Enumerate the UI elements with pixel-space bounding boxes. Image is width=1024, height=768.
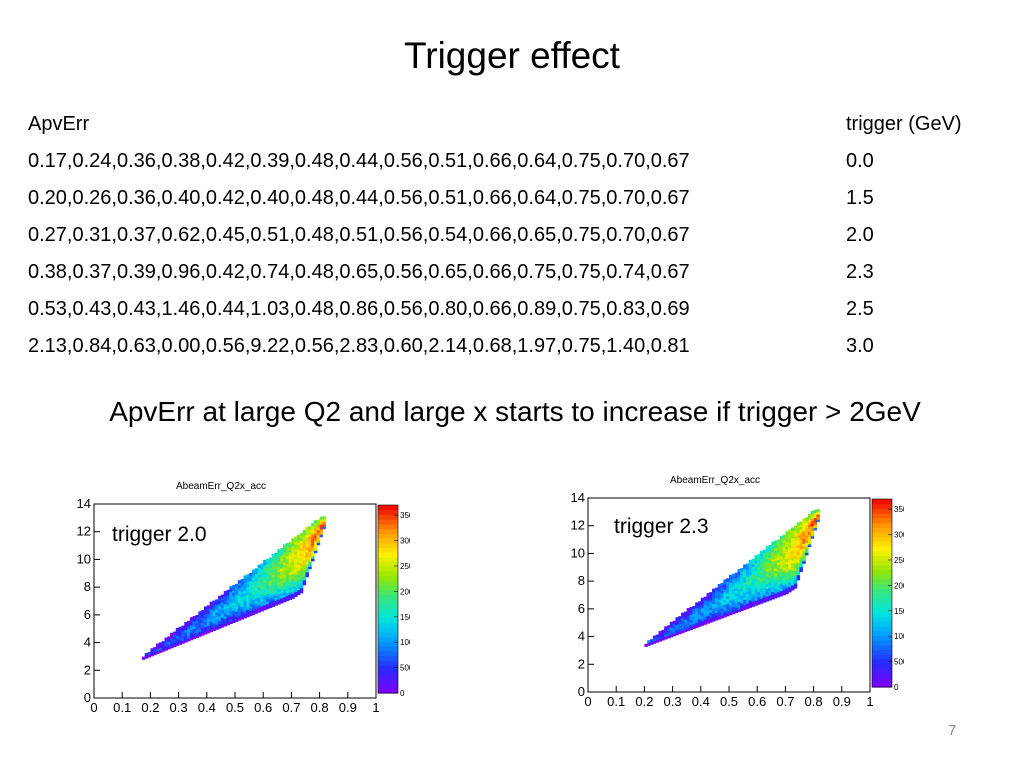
x-tick-label: 0.4: [692, 694, 710, 706]
x-tick-label: 1: [866, 694, 873, 706]
trigger-value: 3.0: [846, 335, 874, 357]
colorbar-tick-label: 3500: [894, 505, 904, 514]
table-body: 0.17,0.24,0.36,0.38,0.42,0.39,0.48,0.44,…: [28, 149, 998, 371]
x-tick-label: 0.3: [170, 700, 188, 712]
x-tick-label: 0.5: [720, 694, 738, 706]
page-number: 7: [948, 722, 957, 739]
trigger-value: 2.3: [846, 261, 874, 283]
y-tick-label: 10: [571, 545, 585, 560]
y-tick-label: 4: [84, 635, 91, 650]
colorbar-tick-label: 2000: [894, 581, 904, 590]
colorbar-tick-label: 3500: [400, 511, 410, 520]
table-row: 2.13,0.84,0.63,0.00,0.56,9.22,0.56,2.83,…: [28, 334, 998, 371]
table-row: 0.53,0.43,0.43,1.46,0.44,1.03,0.48,0.86,…: [28, 297, 998, 334]
x-tick-label: 0.4: [198, 700, 216, 712]
x-tick-label: 0: [584, 694, 591, 706]
colorbar-tick-label: 0: [400, 689, 405, 698]
header-apverr: ApvErr: [28, 113, 90, 135]
apverr-values: 0.17,0.24,0.36,0.38,0.42,0.39,0.48,0.44,…: [28, 150, 690, 172]
heatmap-plot-trigger-2-0: AbeamErr_Q2x_acc 0 0.1 0.2 0.3 0.4 0.5 0.6 0.7 0.…: [62, 472, 410, 712]
y-tick-label: 2: [578, 656, 585, 671]
x-tick-label: 0.7: [776, 694, 794, 706]
x-tick-label: 0.3: [664, 694, 682, 706]
heatmap-plot-trigger-2-3: AbeamErr_Q2x_acc 0 0.1 0.2 0.3 0.4 0.5 0.6 0.7 0.…: [556, 466, 904, 706]
trigger-value: 2.0: [846, 224, 874, 246]
heatmap-svg: AbeamErr_Q2x_acc 0 0.1 0.2 0.3 0.4 0.5 0.6 0.7 0.…: [77, 481, 410, 712]
x-tick-label: 0.6: [254, 700, 272, 712]
y-tick-label: 12: [77, 524, 91, 539]
y-tick-label: 2: [84, 662, 91, 677]
y-tick-label: 0: [578, 684, 585, 699]
x-tick-label: 0.2: [635, 694, 653, 706]
colorbar: [872, 499, 892, 688]
y-tick-label: 10: [77, 551, 91, 566]
x-tick-label: 0.2: [141, 700, 159, 712]
x-tick-label: 1: [372, 700, 379, 712]
x-tick-label: 0.8: [311, 700, 329, 712]
apverr-values: 0.20,0.26,0.36,0.40,0.42,0.40,0.48,0.44,…: [28, 187, 690, 209]
y-tick-label: 8: [578, 573, 585, 588]
trigger-value: 0.0: [846, 150, 874, 172]
table-row: 0.20,0.26,0.36,0.40,0.42,0.40,0.48,0.44,…: [28, 186, 998, 223]
table-row: 0.17,0.24,0.36,0.38,0.42,0.39,0.48,0.44,…: [28, 149, 998, 186]
colorbar-tick-label: 3000: [894, 531, 904, 540]
apverr-values: 0.38,0.37,0.39,0.96,0.42,0.74,0.48,0.65,…: [28, 261, 690, 283]
colorbar-tick-label: 2000: [400, 587, 410, 596]
apverr-values: 0.27,0.31,0.37,0.62,0.45,0.51,0.48,0.51,…: [28, 224, 690, 246]
table-header: ApvErr trigger (GeV): [28, 112, 998, 138]
y-tick-label: 4: [578, 629, 585, 644]
apverr-values: 2.13,0.84,0.63,0.00,0.56,9.22,0.56,2.83,…: [28, 335, 690, 357]
trigger-value: 2.5: [846, 298, 874, 320]
slide-title: Trigger effect: [404, 35, 620, 76]
x-tick-label: 0.1: [607, 694, 625, 706]
colorbar-tick-label: 500: [894, 658, 904, 667]
heatmap-cells: [141, 516, 326, 660]
conclusion-statement: ApvErr at large Q2 and large x starts to…: [109, 396, 921, 427]
colorbar-tick-label: 1000: [894, 632, 904, 641]
table-row: 0.38,0.37,0.39,0.96,0.42,0.74,0.48,0.65,…: [28, 260, 998, 297]
colorbar-frame: [377, 504, 399, 694]
colorbar-tick-label: 1000: [400, 638, 410, 647]
heatmap-cells: [644, 509, 820, 647]
x-tick-label: 0.9: [339, 700, 357, 712]
heatmap-svg: AbeamErr_Q2x_acc 0 0.1 0.2 0.3 0.4 0.5 0.6 0.7 0.…: [571, 475, 904, 706]
x-tick-label: 0.1: [113, 700, 131, 712]
y-tick-label: 14: [77, 496, 91, 511]
colorbar: [378, 505, 398, 694]
table-row: 0.27,0.31,0.37,0.62,0.45,0.51,0.48,0.51,…: [28, 223, 998, 260]
x-tick-label: 0.9: [833, 694, 851, 706]
histogram-title: AbeamErr_Q2x_acc: [670, 475, 760, 486]
colorbar-tick-label: 3000: [400, 537, 410, 546]
colorbar-tick-label: 0: [894, 683, 899, 692]
x-tick-label: 0.8: [805, 694, 823, 706]
trigger-value: 1.5: [846, 187, 874, 209]
plot-annotation: trigger 2.3: [612, 514, 711, 540]
y-tick-label: 6: [84, 607, 91, 622]
y-tick-label: 8: [84, 579, 91, 594]
colorbar-tick-label: 2500: [400, 562, 410, 571]
y-tick-label: 0: [84, 690, 91, 705]
y-tick-label: 12: [571, 518, 585, 533]
histogram-title: AbeamErr_Q2x_acc: [176, 481, 266, 492]
x-tick-label: 0.5: [226, 700, 244, 712]
apverr-values: 0.53,0.43,0.43,1.46,0.44,1.03,0.48,0.86,…: [28, 298, 690, 320]
colorbar-tick-label: 1500: [400, 613, 410, 622]
colorbar-frame: [871, 498, 893, 688]
x-tick-label: 0: [90, 700, 97, 712]
x-tick-label: 0.7: [282, 700, 300, 712]
y-tick-label: 14: [571, 490, 585, 505]
x-tick-label: 0.6: [748, 694, 766, 706]
plot-annotation: trigger 2.0: [110, 522, 209, 548]
colorbar-tick-label: 500: [400, 664, 410, 673]
y-tick-label: 6: [578, 601, 585, 616]
colorbar-tick-label: 2500: [894, 556, 904, 565]
header-trigger: trigger (GeV): [846, 113, 962, 135]
colorbar-tick-label: 1500: [894, 607, 904, 616]
